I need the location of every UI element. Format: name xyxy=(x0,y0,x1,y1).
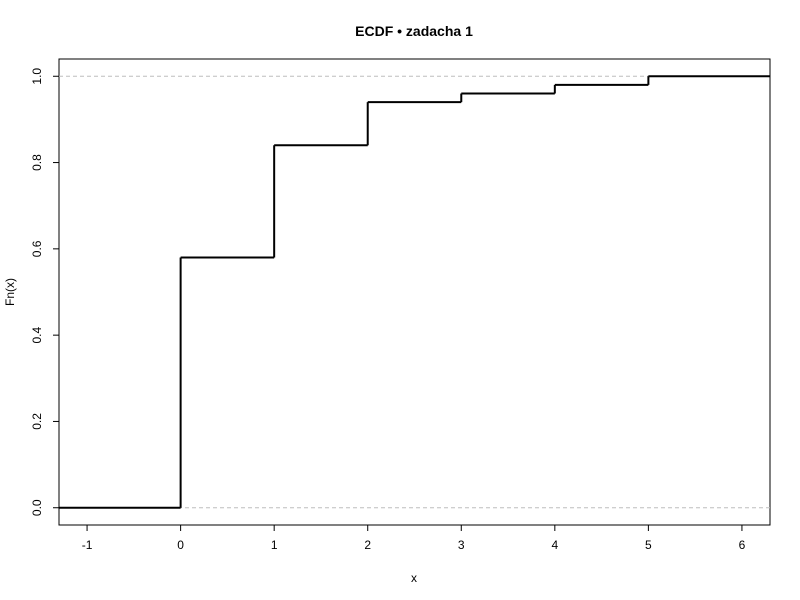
y-tick-label: 0.6 xyxy=(30,240,44,257)
x-tick-label: 3 xyxy=(458,538,465,552)
plot-frame xyxy=(58,58,771,526)
y-tick-label: 0.2 xyxy=(30,413,44,430)
x-tick-label: 4 xyxy=(551,538,558,552)
x-axis-label: x xyxy=(411,571,417,585)
y-tick-label: 1.0 xyxy=(30,68,44,85)
x-tick-label: -1 xyxy=(82,538,93,552)
ecdf-step-line xyxy=(59,75,770,509)
y-tick-label: 0.0 xyxy=(30,499,44,516)
x-tick-label: 0 xyxy=(177,538,184,552)
x-axis: -1 0 1 2 3 4 5 6 xyxy=(82,525,746,552)
reference-lines xyxy=(59,75,770,509)
x-tick-label: 2 xyxy=(364,538,371,552)
x-tick-label: 5 xyxy=(645,538,652,552)
chart-title: ECDF • zadacha 1 xyxy=(355,23,473,39)
x-tick-label: 1 xyxy=(271,538,278,552)
y-axis: 0.0 0.2 0.4 0.6 0.8 1.0 xyxy=(30,68,59,516)
x-tick-label: 6 xyxy=(739,538,746,552)
y-axis-label: Fn(x) xyxy=(3,278,17,306)
y-tick-label: 0.4 xyxy=(30,326,44,343)
y-tick-label: 0.8 xyxy=(30,154,44,171)
